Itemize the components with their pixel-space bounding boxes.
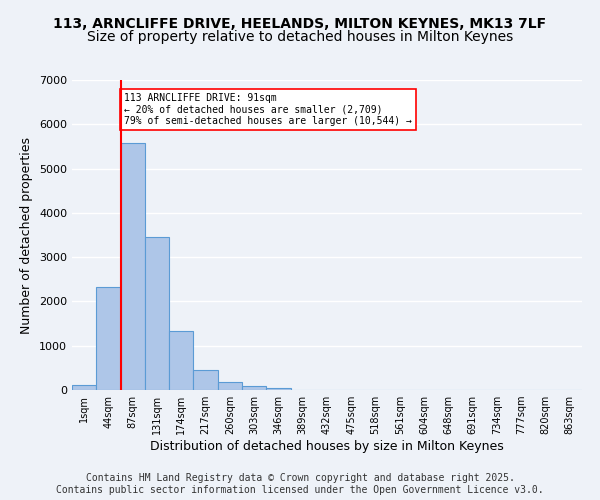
Bar [145, 237, 169, 390]
X-axis label: Distribution of detached houses by size in Milton Keynes: Distribution of detached houses by size … [150, 440, 504, 453]
Bar [169, 330, 193, 390]
Text: Contains HM Land Registry data © Crown copyright and database right 2025.
Contai: Contains HM Land Registry data © Crown c… [56, 474, 544, 495]
Bar [121, 143, 145, 390]
Text: 113 ARNCLIFFE DRIVE: 91sqm
← 20% of detached houses are smaller (2,709)
79% of s: 113 ARNCLIFFE DRIVE: 91sqm ← 20% of deta… [124, 94, 412, 126]
Text: 113, ARNCLIFFE DRIVE, HEELANDS, MILTON KEYNES, MK13 7LF: 113, ARNCLIFFE DRIVE, HEELANDS, MILTON K… [53, 18, 547, 32]
Bar [96, 288, 121, 390]
Bar [72, 384, 96, 390]
Bar [218, 382, 242, 390]
Bar [193, 370, 218, 390]
Y-axis label: Number of detached properties: Number of detached properties [20, 136, 34, 334]
Text: Size of property relative to detached houses in Milton Keynes: Size of property relative to detached ho… [87, 30, 513, 44]
Bar [242, 386, 266, 390]
Bar [266, 388, 290, 390]
